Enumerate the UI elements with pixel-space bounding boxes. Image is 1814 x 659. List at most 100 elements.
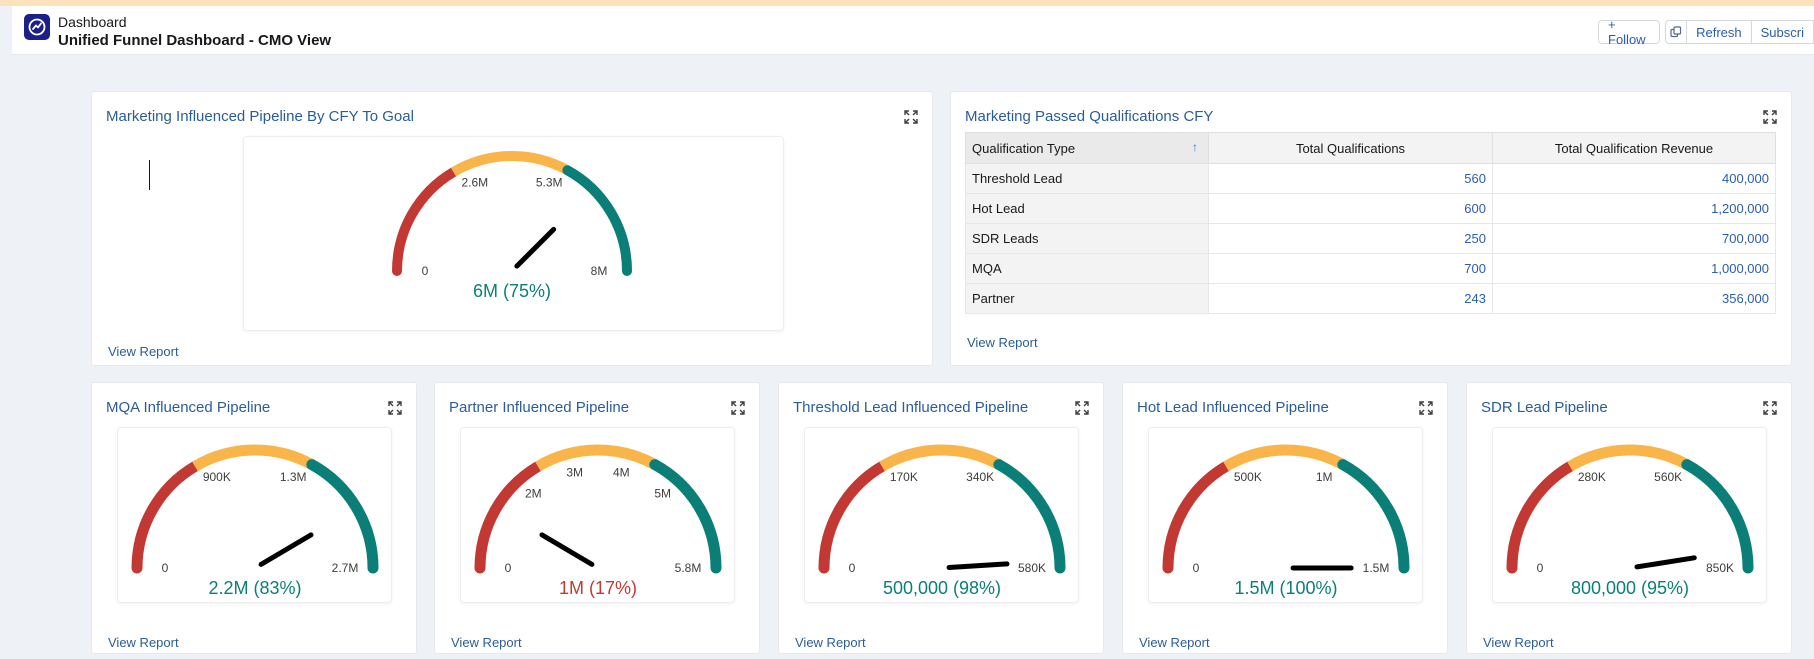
gauge-panel: 0 2M 3M 4M 5M 5.8M 1M (17%)	[460, 427, 735, 603]
row-label: Threshold Lead	[965, 163, 1209, 194]
gauge-needle	[514, 226, 557, 269]
object-type-label: Dashboard	[58, 14, 127, 30]
gauge-band-teal	[1337, 459, 1410, 574]
top-accent-strip	[0, 0, 1814, 6]
gauge-band-red	[1162, 460, 1232, 574]
table-row: MQA 700 1,000,000	[965, 253, 1776, 284]
copy-button[interactable]	[1664, 20, 1688, 44]
card-title: Hot Lead Influenced Pipeline	[1137, 399, 1329, 416]
total-revenue-cell[interactable]: 1,200,000	[1492, 193, 1776, 224]
gauge-band-teal	[649, 459, 722, 574]
gauge-panel: 0 170K 340K 580K 500,000 (98%)	[804, 427, 1079, 603]
total-revenue-cell[interactable]: 700,000	[1492, 223, 1776, 254]
column-header-total-revenue[interactable]: Total Qualification Revenue	[1492, 132, 1776, 164]
gauge-band-yellow	[450, 151, 570, 177]
gauge-tick-label: 2M	[525, 487, 542, 501]
row-label: MQA	[965, 253, 1209, 284]
card-hot-lead-pipeline: Hot Lead Influenced Pipeline 0 500K 1M 1.5M…	[1122, 382, 1448, 654]
text-cursor	[149, 160, 150, 190]
total-qualifications-cell[interactable]: 700	[1208, 253, 1493, 284]
total-qualifications-cell[interactable]: 243	[1208, 283, 1493, 314]
expand-icon[interactable]	[1419, 401, 1433, 415]
total-qualifications-cell[interactable]: 560	[1208, 163, 1493, 194]
view-report-link[interactable]: View Report	[108, 344, 179, 359]
follow-button[interactable]: + Follow	[1598, 17, 1660, 47]
card-sdr-pipeline: SDR Lead Pipeline 0 280K 560K 850K 800,000 (…	[1466, 382, 1792, 654]
expand-icon[interactable]	[1763, 110, 1777, 124]
view-report-link[interactable]: View Report	[451, 635, 522, 650]
page-title: Unified Funnel Dashboard - CMO View	[58, 32, 332, 49]
card-title: Threshold Lead Influenced Pipeline	[793, 399, 1029, 416]
dashboard-header: Dashboard Unified Funnel Dashboard - CMO…	[12, 6, 1814, 55]
gauge-tick-label: 500K	[1234, 470, 1262, 484]
total-qualifications-cell[interactable]: 600	[1208, 193, 1493, 224]
gauge-tick-label: 8M	[591, 264, 608, 278]
card-title: MQA Influenced Pipeline	[106, 399, 271, 416]
gauge-band-teal	[306, 459, 379, 574]
view-report-link[interactable]: View Report	[1139, 635, 1210, 650]
gauge-band-yellow	[535, 444, 658, 472]
gauge-panel: 0 280K 560K 850K 800,000 (95%)	[1492, 427, 1767, 603]
gauge-band-red	[131, 460, 201, 574]
card-partner-pipeline: Partner Influenced Pipeline 0 2M 3M 4M 5M 5.8…	[434, 382, 760, 654]
total-revenue-cell[interactable]: 356,000	[1492, 283, 1776, 314]
column-header-total-qualifications[interactable]: Total Qualifications	[1208, 132, 1493, 164]
table-row: Partner 243 356,000	[965, 283, 1776, 314]
gauge-value-label: 1M (17%)	[559, 578, 637, 598]
gauge-band-red	[474, 460, 544, 574]
gauge-band-red	[392, 167, 459, 276]
gauge-band-teal	[1681, 459, 1754, 574]
view-report-link[interactable]: View Report	[795, 635, 866, 650]
gauge-tick-label: 1M	[1316, 470, 1333, 484]
card-pipeline-goal: Marketing Influenced Pipeline By CFY To …	[91, 91, 933, 366]
expand-icon[interactable]	[1763, 401, 1777, 415]
gauge-band-red	[1506, 460, 1576, 574]
expand-icon[interactable]	[1075, 401, 1089, 415]
sort-ascending-icon[interactable]: ↑	[1192, 140, 1198, 154]
gauge-tick-label: 0	[849, 561, 856, 575]
view-report-link[interactable]: View Report	[967, 335, 1038, 350]
column-header-qualification-type[interactable]: Qualification Type ↑	[965, 132, 1209, 164]
card-qualifications: Marketing Passed Qualifications CFY Qual…	[950, 91, 1792, 366]
gauge-tick-label: 580K	[1018, 561, 1046, 575]
gauge-needle	[258, 532, 314, 567]
gauge-needle	[539, 532, 595, 567]
expand-icon[interactable]	[904, 110, 918, 124]
gauge-band-red	[818, 460, 888, 574]
gauge-tick-label: 2.7M	[332, 561, 359, 575]
gauge-value-label: 6M (75%)	[473, 281, 551, 301]
expand-icon[interactable]	[388, 401, 402, 415]
card-mqa-pipeline: MQA Influenced Pipeline 0 900K 1.3M 2.7M 2.2…	[91, 382, 417, 654]
view-report-link[interactable]: View Report	[1483, 635, 1554, 650]
gauge-value-label: 500,000 (98%)	[883, 578, 1001, 598]
dashboard-app-icon	[24, 14, 50, 40]
expand-icon[interactable]	[731, 401, 745, 415]
table-row: Threshold Lead 560 400,000	[965, 163, 1776, 194]
qualifications-table: Qualification Type ↑ Total Qualification…	[965, 132, 1776, 314]
total-qualifications-cell[interactable]: 250	[1208, 223, 1493, 254]
row-label: Partner	[965, 283, 1209, 314]
total-revenue-cell[interactable]: 1,000,000	[1492, 253, 1776, 284]
gauge-tick-label: 900K	[203, 470, 231, 484]
gauge-tick-label: 1.3M	[280, 470, 307, 484]
gauge-value-label: 1.5M (100%)	[1234, 578, 1337, 598]
subscribe-button[interactable]: Subscri	[1750, 20, 1814, 44]
gauge-tick-label: 0	[1193, 561, 1200, 575]
gauge-value-label: 2.2M (83%)	[208, 578, 301, 598]
gauge-panel: 0 900K 1.3M 2.7M 2.2M (83%)	[117, 427, 392, 603]
gauge-band-yellow	[1567, 444, 1690, 472]
view-report-link[interactable]: View Report	[108, 635, 179, 650]
table-header-row: Qualification Type ↑ Total Qualification…	[965, 132, 1776, 164]
gauge-tick-label: 850K	[1706, 561, 1734, 575]
gauge-tick-label: 2.6M	[461, 176, 488, 190]
refresh-button[interactable]: Refresh	[1686, 20, 1752, 44]
gauge-band-yellow	[1223, 444, 1346, 472]
total-revenue-cell[interactable]: 400,000	[1492, 163, 1776, 194]
gauge-needle	[946, 561, 1010, 571]
gauge-tick-label: 4M	[613, 465, 630, 479]
gauge-band-yellow	[192, 444, 315, 472]
gauge-needle	[1634, 555, 1697, 570]
gauge-tick-label: 0	[1537, 561, 1544, 575]
clone-icon	[1670, 26, 1681, 38]
header-actions: + Follow Refresh Subscri	[1598, 17, 1814, 47]
